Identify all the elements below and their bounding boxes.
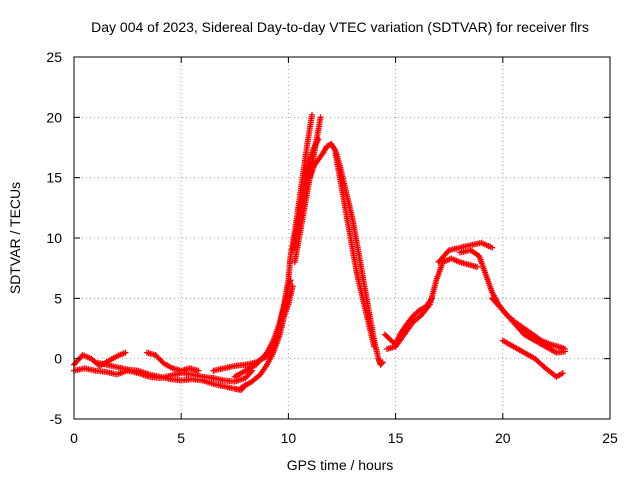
y-tick-label: 10 bbox=[46, 230, 62, 246]
y-tick-label: 20 bbox=[46, 109, 62, 125]
plus-markers bbox=[71, 111, 568, 393]
y-tick-label: -5 bbox=[50, 411, 63, 427]
x-tick-label: 5 bbox=[177, 430, 185, 446]
y-axis-label: SDTVAR / TECUs bbox=[7, 182, 23, 294]
x-tick-label: 0 bbox=[70, 430, 78, 446]
x-tick-label: 25 bbox=[602, 430, 618, 446]
data-points bbox=[71, 111, 568, 393]
x-axis-label: GPS time / hours bbox=[287, 457, 394, 473]
y-tick-label: 15 bbox=[46, 170, 62, 186]
grid-lines bbox=[74, 57, 610, 419]
x-tick-label: 15 bbox=[388, 430, 404, 446]
y-tick-label: 25 bbox=[46, 49, 62, 65]
y-tick-label: 0 bbox=[54, 351, 62, 367]
chart-title: Day 004 of 2023, Sidereal Day-to-day VTE… bbox=[91, 19, 589, 35]
axis-ticks: 0 5 10 15 20 25 -5 0 5 10 15 20 25 bbox=[46, 49, 618, 446]
y-tick-label: 5 bbox=[54, 290, 62, 306]
x-tick-label: 20 bbox=[495, 430, 511, 446]
x-tick-label: 10 bbox=[281, 430, 297, 446]
